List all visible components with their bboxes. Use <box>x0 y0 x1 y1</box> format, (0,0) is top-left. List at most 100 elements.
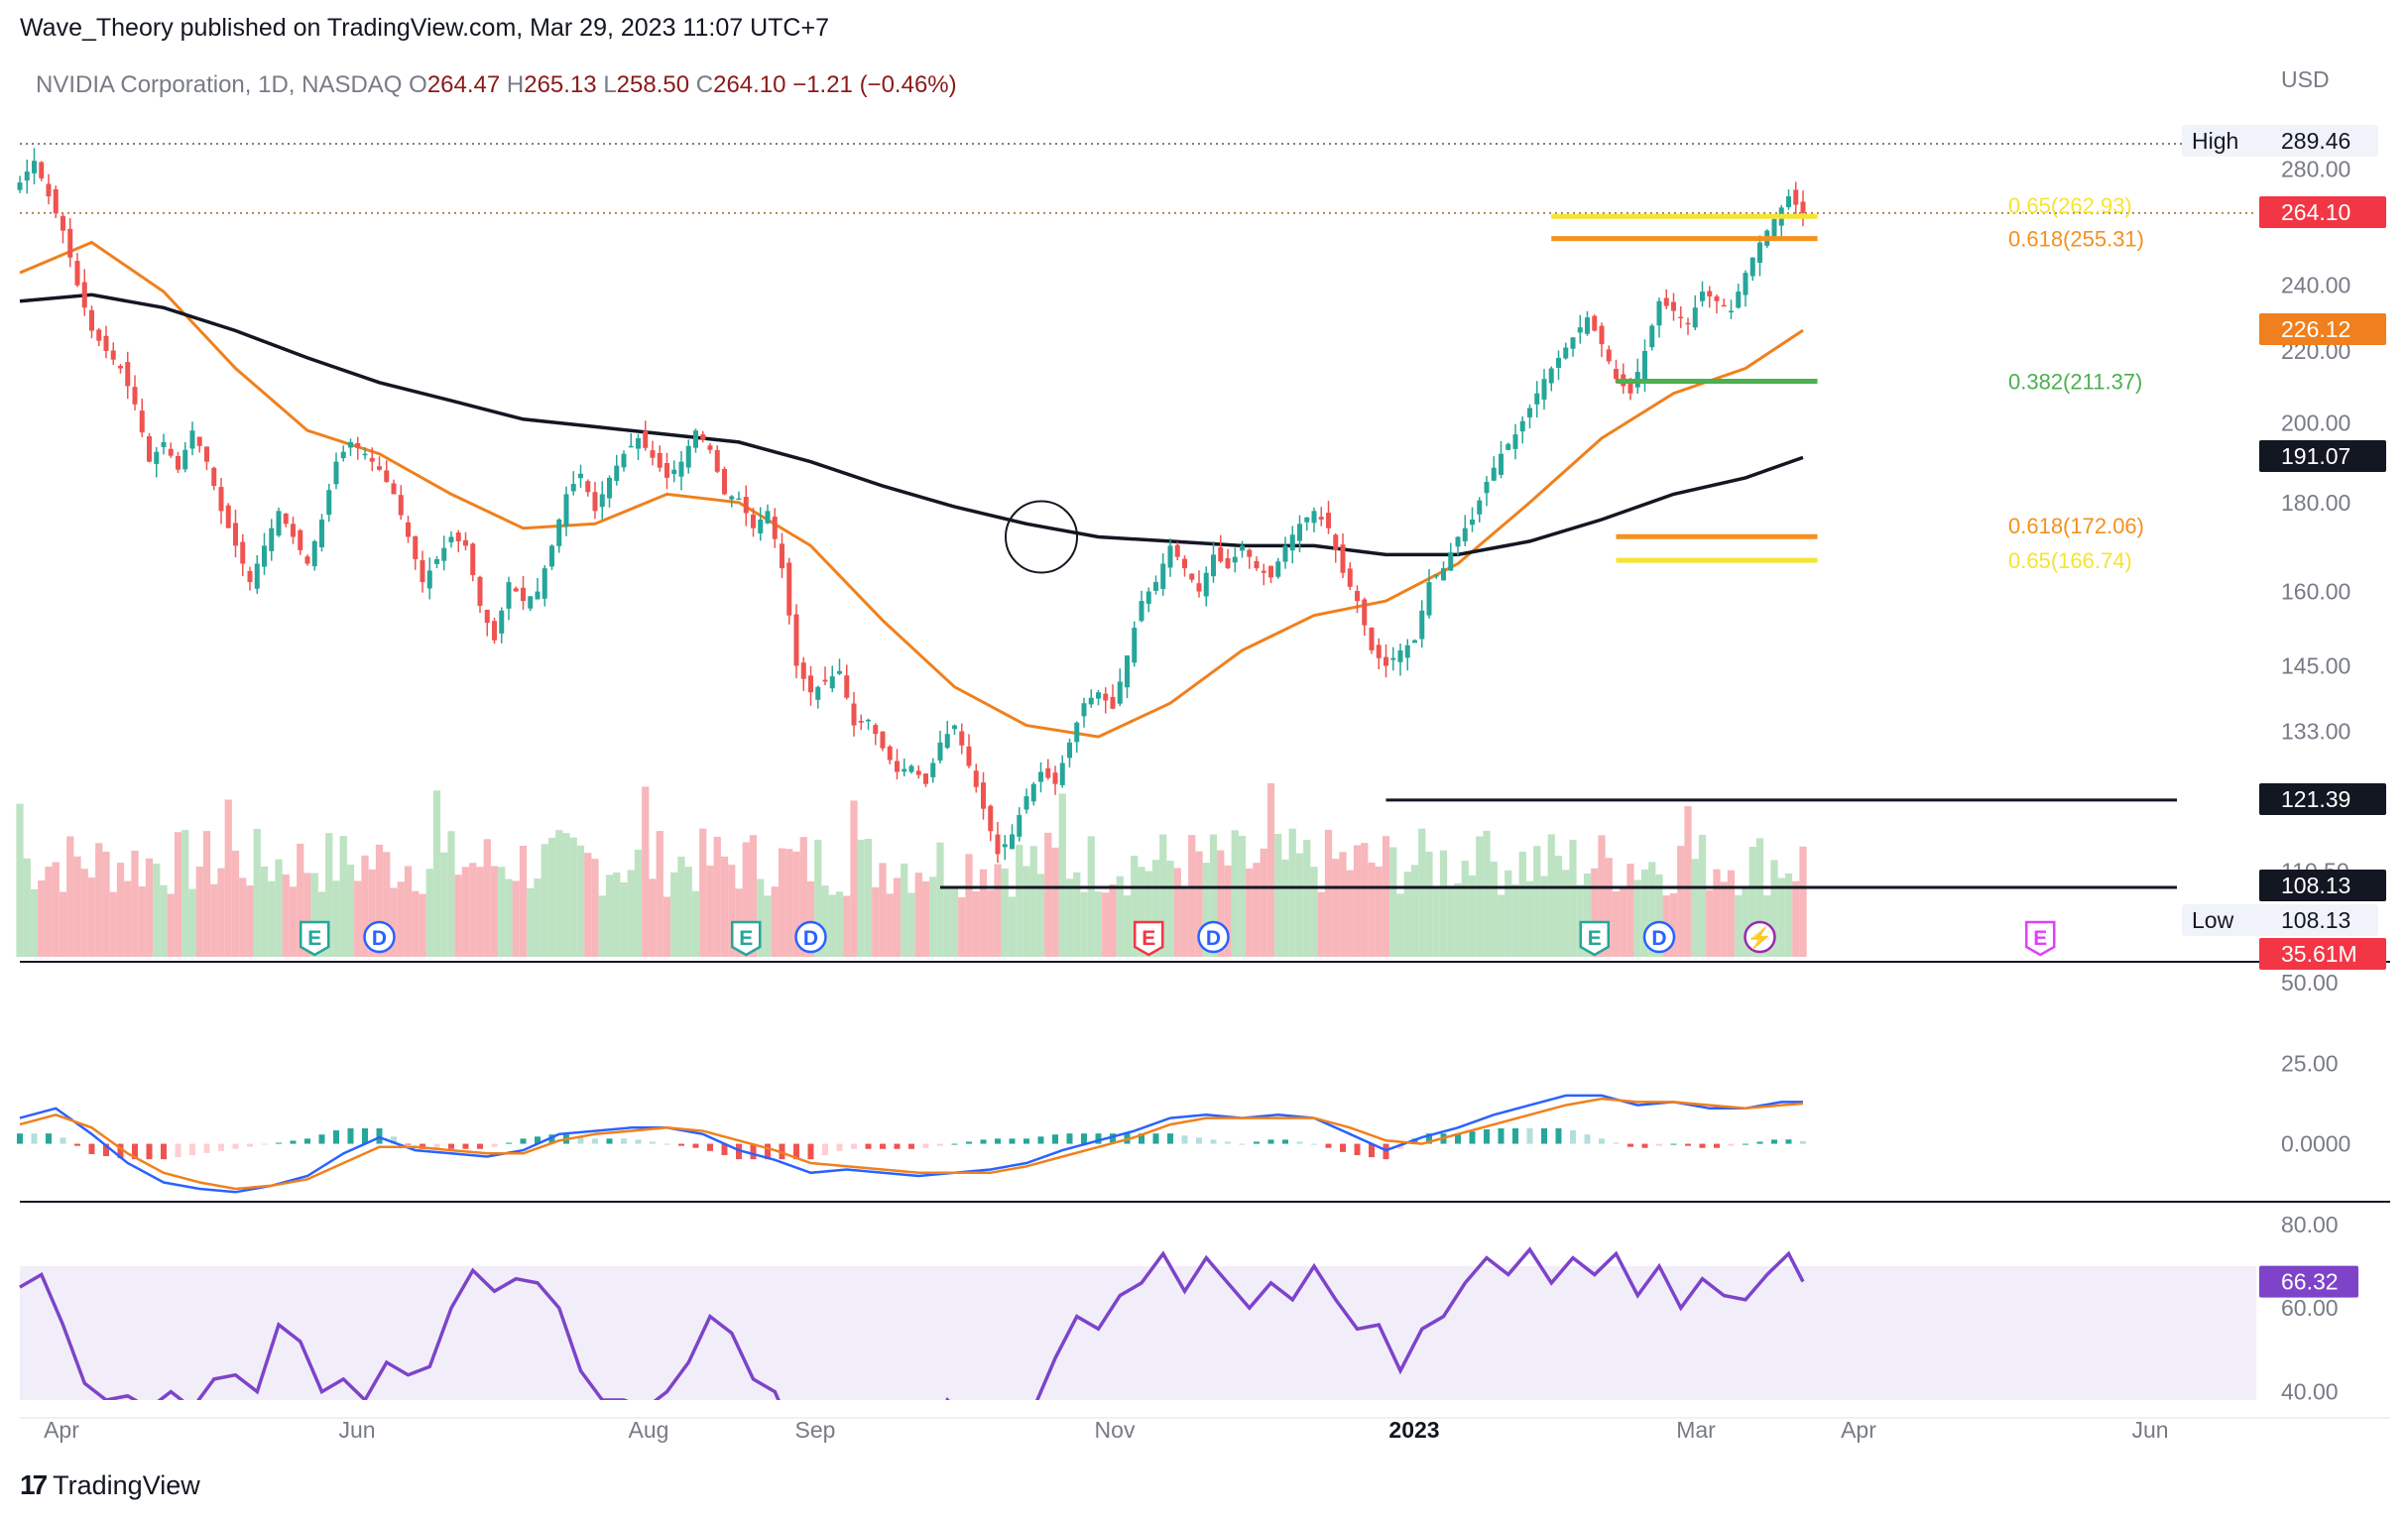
volume-bar <box>332 880 340 957</box>
candle-body <box>39 162 45 178</box>
candle-body <box>176 455 181 470</box>
candle-body <box>406 522 411 537</box>
candle-body <box>506 582 512 609</box>
candle-body <box>1649 325 1655 348</box>
volume-bar <box>1755 838 1764 957</box>
candle-body <box>671 469 677 475</box>
volume-bar <box>569 837 577 957</box>
volume-bar <box>1648 862 1656 957</box>
candle-body <box>714 449 720 472</box>
candle-body <box>1685 322 1691 325</box>
macd-histogram-bar <box>865 1143 872 1149</box>
candle-body <box>1376 644 1382 658</box>
candle-body <box>1656 300 1662 326</box>
macd-histogram-bar <box>1469 1131 1476 1144</box>
volume-bar <box>1792 880 1800 957</box>
volume-bar <box>936 842 944 957</box>
candle-body <box>147 436 152 462</box>
candle-body <box>269 527 275 551</box>
volume-bar <box>447 831 455 957</box>
volume-bar <box>461 867 470 957</box>
macd-histogram-bar <box>1311 1143 1317 1145</box>
volume-bar <box>1454 882 1462 957</box>
macd-histogram-bar <box>1512 1127 1518 1144</box>
candle-body <box>1729 310 1734 313</box>
candle-body <box>1721 304 1727 307</box>
tradingview-logo[interactable]: 17 TradingView <box>20 1469 200 1501</box>
volume-bar <box>1065 878 1074 957</box>
macd-tick: 50.00 <box>2281 970 2339 995</box>
macd-histogram-bar <box>60 1137 66 1144</box>
volume-bar <box>662 896 671 957</box>
volume-bar <box>1339 852 1347 957</box>
candle-body <box>499 610 505 634</box>
candle-body <box>1088 697 1094 705</box>
volume-bar <box>354 880 362 957</box>
volume-bars <box>16 782 1807 957</box>
volume-bar <box>1209 834 1218 957</box>
macd-histogram-bar <box>232 1143 239 1149</box>
candle-body <box>1045 767 1051 778</box>
macd-histogram-bar <box>535 1136 541 1144</box>
volume-bar <box>512 880 520 957</box>
macd-histogram-bar <box>1210 1139 1217 1144</box>
candle-body <box>1491 467 1497 481</box>
volume-bar <box>224 799 232 957</box>
candle-body <box>793 614 799 666</box>
macd-histogram-bar <box>980 1139 987 1144</box>
candle-body <box>262 545 267 567</box>
macd-histogram-bar <box>304 1138 310 1144</box>
legend-part: C <box>696 71 713 98</box>
volume-bar <box>1058 793 1066 957</box>
candle-body <box>1010 834 1015 850</box>
price-tag-value: 264.10 <box>2281 199 2350 225</box>
volume-bar <box>1324 829 1333 957</box>
candle-body <box>822 679 828 682</box>
earnings-down-icon <box>1134 920 1164 957</box>
macd-histogram-bar <box>721 1143 728 1155</box>
candle-body <box>110 350 116 360</box>
volume-bar <box>116 863 125 957</box>
volume-bar <box>541 844 548 957</box>
macd-histogram-bar <box>851 1143 857 1149</box>
candle-body <box>276 511 282 536</box>
volume-bar <box>547 837 556 957</box>
volume-bar <box>1346 870 1354 957</box>
candle-body <box>915 770 921 775</box>
macd-histogram-bar <box>362 1127 368 1144</box>
legend-part: 265.13 <box>524 71 603 98</box>
volume-bar <box>268 880 276 957</box>
volume-bar <box>893 878 902 957</box>
volume-bar <box>1403 872 1411 957</box>
candle-body <box>563 494 569 527</box>
candle-body <box>902 768 907 772</box>
volume-bar <box>1202 863 1210 957</box>
candle-body <box>340 451 346 459</box>
volume-bar <box>778 848 786 957</box>
volume-bar <box>1677 846 1685 957</box>
candle-body <box>1002 844 1008 848</box>
volume-bar <box>1332 859 1340 957</box>
volume-bar <box>383 852 391 957</box>
level-label: 0.618(255.31) <box>2008 227 2144 252</box>
candle-body <box>1736 292 1742 308</box>
dividend-icon <box>1197 920 1230 954</box>
candle-body <box>391 483 397 495</box>
volume-bar <box>160 884 168 957</box>
price-tag-bg <box>2182 904 2378 936</box>
candle-body <box>570 484 576 492</box>
volume-bar <box>1102 892 1110 957</box>
volume-bar <box>253 829 261 957</box>
volume-bar <box>994 864 1002 957</box>
macd-histogram-bar <box>506 1142 512 1144</box>
x-tick: Aug <box>629 1417 669 1443</box>
macd-histogram-bar <box>520 1138 527 1144</box>
price-tag-bg <box>2182 125 2378 157</box>
candle-body <box>657 452 662 468</box>
volume-bar <box>16 803 24 957</box>
candle-body <box>1153 582 1158 591</box>
volume-bar <box>1375 866 1383 957</box>
macd-histogram-bar <box>1641 1143 1648 1148</box>
volume-bar <box>1144 871 1152 957</box>
